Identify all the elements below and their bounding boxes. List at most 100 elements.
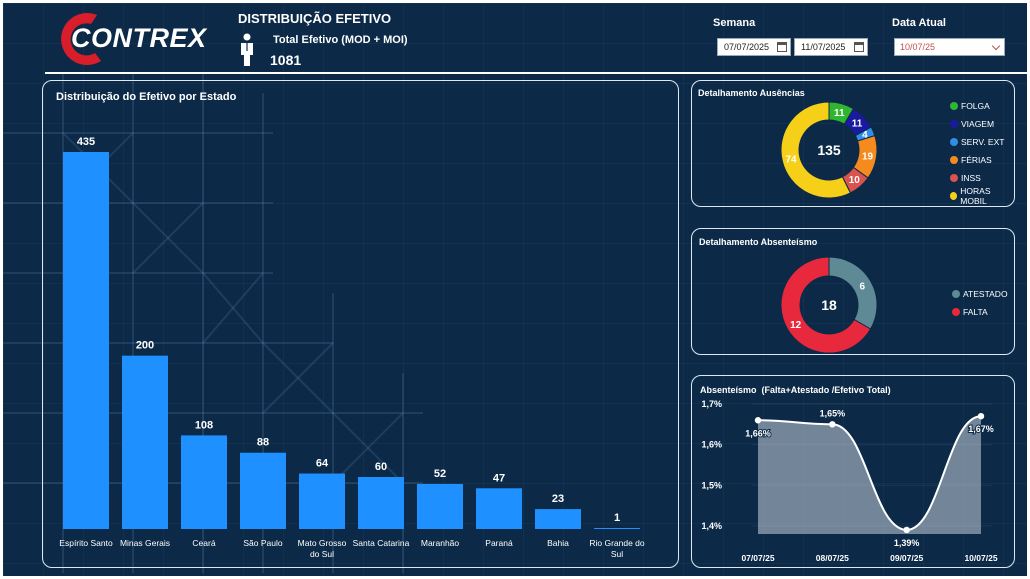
slice-value-label: 12 bbox=[790, 320, 802, 331]
series-line bbox=[757, 415, 982, 531]
bar bbox=[240, 452, 286, 529]
bar-value-label: 108 bbox=[195, 419, 213, 431]
bar bbox=[299, 473, 345, 529]
slice-value-label: 10 bbox=[849, 175, 861, 186]
x-tick-label: Espírito Santo bbox=[59, 538, 113, 548]
absenteeism-donut-chart: 6 12 18 bbox=[780, 256, 878, 354]
logo-text: CONTREX bbox=[71, 23, 207, 53]
x-tick-label: Maranhão bbox=[421, 538, 460, 548]
date-select-value: 10/07/25 bbox=[900, 42, 936, 52]
x-tick-label: Sul bbox=[611, 549, 623, 559]
absenteeism-rate-panel: Absenteísmo (Falta+Atestado /Efetivo Tot… bbox=[691, 375, 1015, 568]
legend-item-inss: INSS bbox=[950, 169, 1014, 187]
legend-dot-icon bbox=[950, 156, 958, 164]
data-label: 1,66% bbox=[745, 428, 771, 438]
donut-total-label: 18 bbox=[821, 297, 837, 313]
data-point bbox=[754, 417, 762, 424]
donut-slice bbox=[780, 256, 872, 354]
date-select[interactable]: 10/07/25 bbox=[894, 38, 1005, 56]
legend-item-viagem: VIAGEM bbox=[950, 115, 1014, 133]
total-value: 1081 bbox=[270, 52, 302, 68]
legend-item-folga: FOLGA bbox=[950, 97, 1014, 115]
data-point bbox=[903, 526, 910, 534]
bar bbox=[63, 152, 109, 529]
data-label: 1,65% bbox=[820, 408, 846, 418]
absenteeism-panel: Detalhamento Absenteísmo 6 12 18 ATESTADO … bbox=[691, 228, 1015, 355]
bar-value-label: 200 bbox=[136, 340, 154, 352]
legend-label: VIAGEM bbox=[961, 119, 995, 129]
x-tick-label: Santa Catarina bbox=[353, 538, 410, 548]
y-tick-label: 1,6% bbox=[701, 440, 722, 450]
legend-item-horas-mobil: HORAS MOBIL bbox=[950, 186, 1014, 206]
bar-value-label: 23 bbox=[552, 493, 564, 505]
legend-label: ATESTADO bbox=[963, 289, 1008, 299]
bar bbox=[181, 435, 227, 529]
legend-label: HORAS MOBIL bbox=[960, 186, 991, 206]
bar bbox=[358, 477, 404, 529]
absenteeism-rate-title: Absenteísmo (Falta+Atestado /Efetivo Tot… bbox=[700, 385, 891, 395]
week-label: Semana bbox=[713, 17, 756, 29]
week-start-value: 07/07/2025 bbox=[724, 42, 770, 52]
total-label: Total Efetivo (MOD + MOI) bbox=[273, 34, 408, 46]
week-end-input[interactable]: 11/07/2025 bbox=[794, 38, 868, 56]
header-divider bbox=[45, 72, 1027, 74]
bar-value-label: 88 bbox=[257, 437, 269, 449]
week-start-input[interactable]: 07/07/2025 bbox=[717, 38, 791, 56]
donut-slice bbox=[828, 256, 878, 330]
legend-label: INSS bbox=[961, 173, 981, 183]
dashboard: CONTREX DISTRIBUIÇÃO EFETIVO Total Efeti… bbox=[3, 3, 1027, 576]
slice-value-label: 19 bbox=[862, 152, 874, 163]
bar-chart: 435 Espírito Santo 200 Minas Gerais 108 Ceará… bbox=[59, 136, 645, 559]
x-tick-label: Rio Grande do bbox=[589, 538, 645, 548]
x-tick-label: Minas Gerais bbox=[120, 538, 170, 548]
absences-legend: FOLGA VIAGEM SERV. EXT FÉRIAS INSS HORAS… bbox=[950, 97, 1014, 206]
chevron-down-icon[interactable] bbox=[991, 41, 1001, 51]
legend-label: FOLGA bbox=[961, 101, 990, 111]
bar-value-label: 435 bbox=[77, 136, 95, 148]
absenteeism-rate-chart: 1,7% 1,6% 1,5% 1,4% 1,66% 07/07/25 1,65% 08/07/… bbox=[701, 399, 997, 563]
donut-total-label: 135 bbox=[817, 142, 841, 158]
absences-title: Detalhamento Ausências bbox=[698, 88, 805, 98]
legend-dot-icon bbox=[950, 102, 958, 110]
legend-dot-icon bbox=[952, 290, 960, 298]
data-label: 1,67% bbox=[968, 424, 994, 434]
area-fill bbox=[758, 416, 981, 534]
slice-value-label: 4 bbox=[862, 130, 868, 141]
x-tick-label: Paraná bbox=[485, 538, 513, 548]
x-tick-label: Ceará bbox=[192, 538, 215, 548]
legend-dot-icon bbox=[950, 192, 958, 200]
legend-item-falta: FALTA bbox=[952, 303, 1008, 321]
bar bbox=[535, 509, 581, 529]
x-tick-label: Bahia bbox=[547, 538, 569, 548]
date-label: Data Atual bbox=[892, 17, 946, 29]
legend-label: SERV. EXT bbox=[961, 137, 1005, 147]
donut-slice bbox=[780, 101, 852, 199]
x-tick-label: do Sul bbox=[310, 549, 334, 559]
contrex-logo: CONTREX bbox=[57, 9, 206, 69]
legend-item-atestado: ATESTADO bbox=[952, 285, 1008, 303]
calendar-icon[interactable] bbox=[854, 42, 864, 52]
legend-dot-icon bbox=[950, 174, 958, 182]
absenteeism-legend: ATESTADO FALTA bbox=[952, 285, 1008, 321]
bar-chart-panel: Distribuição do Efetivo por Estado 435 Es… bbox=[42, 80, 679, 568]
x-tick-label: 09/07/25 bbox=[890, 553, 923, 563]
y-tick-label: 1,5% bbox=[701, 480, 722, 490]
data-point bbox=[977, 412, 985, 420]
legend-label: FALTA bbox=[963, 307, 988, 317]
bar bbox=[417, 483, 463, 529]
slice-value-label: 11 bbox=[852, 118, 863, 129]
absences-panel: Detalhamento Ausências 11 11 4 19 10 74 135 FO… bbox=[691, 80, 1015, 207]
bar-value-label: 1 bbox=[614, 512, 620, 524]
bar-value-label: 64 bbox=[316, 458, 329, 470]
page-title: DISTRIBUIÇÃO EFETIVO bbox=[238, 11, 392, 26]
data-point bbox=[829, 421, 836, 428]
x-tick-label: São Paulo bbox=[243, 538, 282, 548]
calendar-icon[interactable] bbox=[777, 42, 787, 52]
y-tick-label: 1,7% bbox=[701, 399, 722, 409]
bar-value-label: 60 bbox=[375, 461, 387, 473]
bar bbox=[122, 355, 168, 529]
x-tick-label: Mato Grosso bbox=[298, 538, 347, 548]
y-tick-label: 1,4% bbox=[701, 521, 722, 531]
bar bbox=[594, 528, 640, 529]
